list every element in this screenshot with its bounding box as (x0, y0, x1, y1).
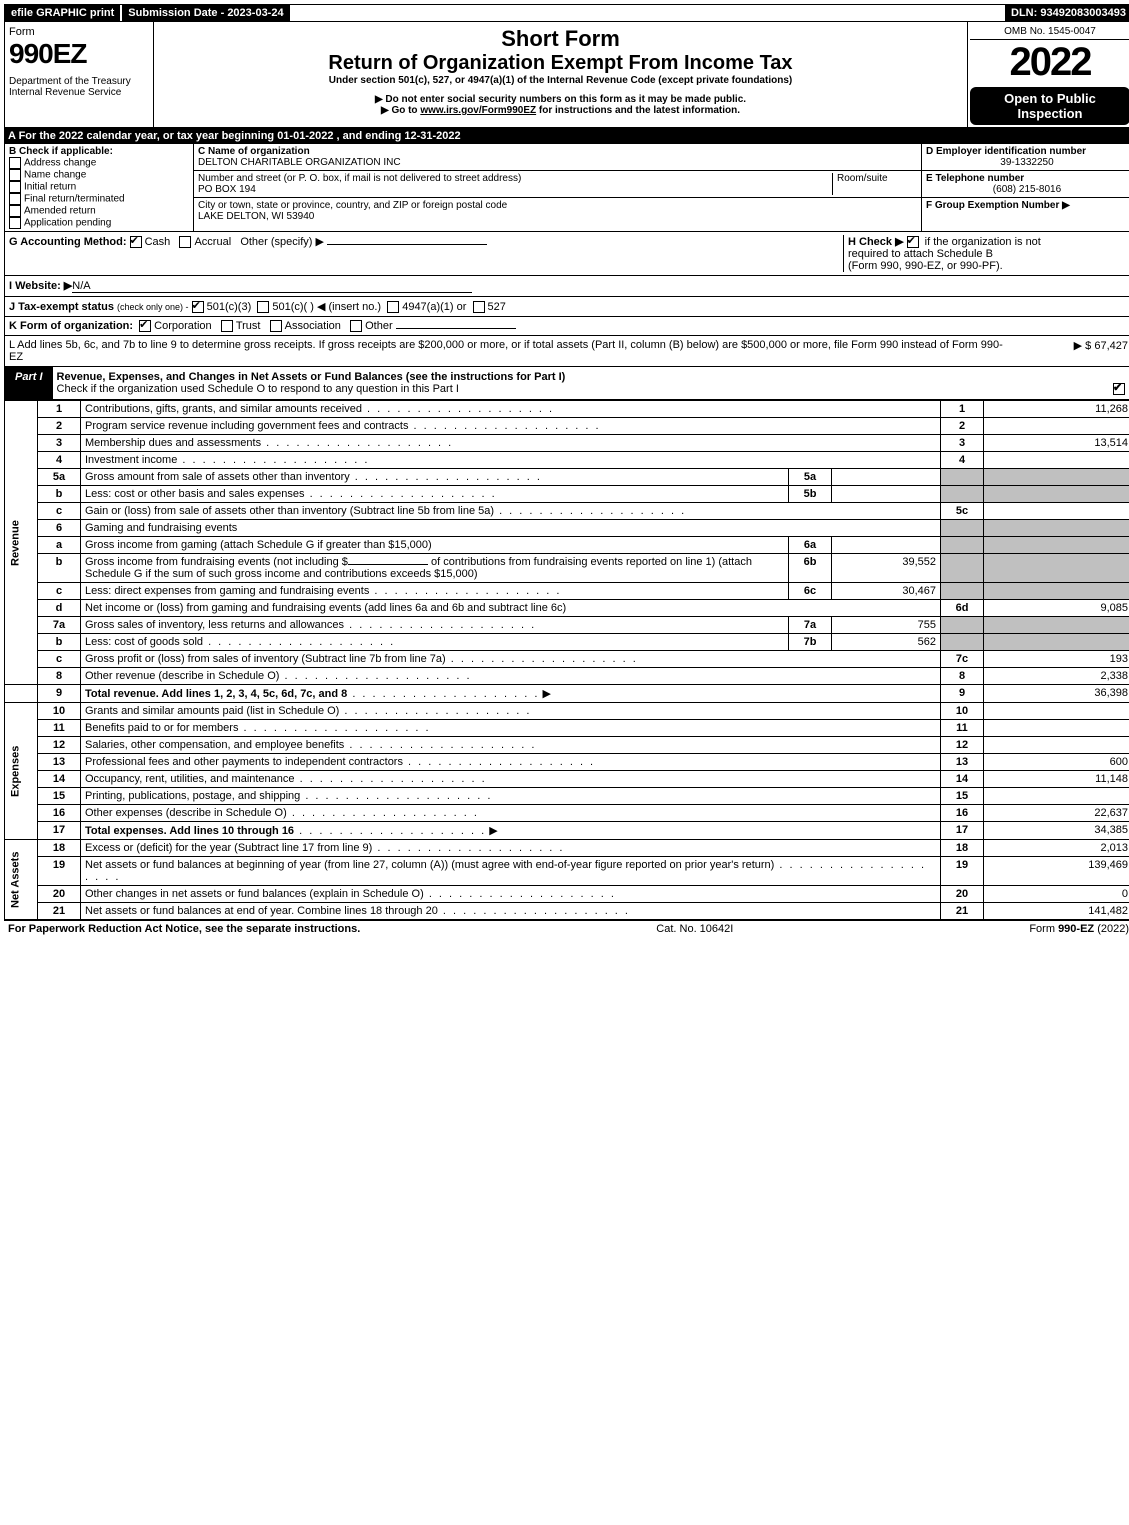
line20-value: 0 (984, 886, 1129, 903)
page-footer: For Paperwork Reduction Act Notice, see … (4, 920, 1129, 937)
col-c: C Name of organization DELTON CHARITABLE… (194, 144, 922, 231)
part-i-header: Part I Revenue, Expenses, and Changes in… (4, 367, 1129, 400)
line17-value: 34,385 (984, 822, 1129, 840)
form-number: 990EZ (9, 38, 149, 70)
cb-final (9, 193, 21, 205)
line7a-value: 755 (832, 617, 941, 634)
cb-527 (473, 301, 485, 313)
part-i-table: Revenue 1 Contributions, gifts, grants, … (4, 400, 1129, 920)
col-def: D Employer identification number 39-1332… (922, 144, 1129, 231)
line9-value: 36,398 (984, 685, 1129, 703)
submission-date: Submission Date - 2023-03-24 (120, 5, 289, 21)
row-i: I Website: ▶N/A (4, 276, 1129, 297)
expenses-vert: Expenses (5, 703, 38, 840)
line16-value: 22,637 (984, 805, 1129, 822)
cb-address (9, 157, 21, 169)
cb-501c3 (192, 301, 204, 313)
revenue-vert: Revenue (5, 401, 38, 685)
org-name: DELTON CHARITABLE ORGANIZATION INC (198, 157, 401, 168)
efile-label: efile GRAPHIC print (5, 5, 120, 21)
line3-value: 13,514 (984, 435, 1129, 452)
cb-amended (9, 205, 21, 217)
org-street: PO BOX 194 (198, 184, 256, 195)
cb-corp (139, 320, 151, 332)
irs-label: Internal Revenue Service (9, 87, 149, 98)
cb-501c (257, 301, 269, 313)
org-city: LAKE DELTON, WI 53940 (198, 211, 314, 222)
tax-year: 2022 (970, 40, 1129, 85)
line6c-value: 30,467 (832, 583, 941, 600)
line6d-value: 9,085 (984, 600, 1129, 617)
netassets-vert: Net Assets (5, 840, 38, 920)
line6b-value: 39,552 (832, 554, 941, 583)
line21-value: 141,482 (984, 903, 1129, 920)
line8-value: 2,338 (984, 668, 1129, 685)
open-inspection: Open to Public Inspection (970, 87, 1129, 125)
cb-scheduleB (907, 236, 919, 248)
form-header: Form 990EZ Department of the Treasury In… (4, 22, 1129, 128)
gross-receipts: ▶ $ 67,427 (1008, 339, 1128, 363)
line19-value: 139,469 (984, 857, 1129, 886)
top-bar: efile GRAPHIC print Submission Date - 20… (4, 4, 1129, 22)
dln-label: DLN: 93492083003493 (1005, 5, 1129, 21)
cb-other (350, 320, 362, 332)
irs-link[interactable]: www.irs.gov/Form990EZ (420, 105, 536, 116)
row-k: K Form of organization: Corporation Trus… (4, 317, 1129, 336)
line1-value: 11,268 (984, 401, 1129, 418)
col-b: B Check if applicable: Address change Na… (5, 144, 194, 231)
row-l: L Add lines 5b, 6c, and 7b to line 9 to … (4, 336, 1129, 367)
section-a-bar: A For the 2022 calendar year, or tax yea… (4, 128, 1129, 144)
line18-value: 2,013 (984, 840, 1129, 857)
line13-value: 600 (984, 754, 1129, 771)
row-j: J Tax-exempt status (check only one) - 5… (4, 297, 1129, 317)
line14-value: 11,148 (984, 771, 1129, 788)
cb-scheduleO (1113, 383, 1125, 395)
omb-number: OMB No. 1545-0047 (970, 24, 1129, 40)
return-title: Return of Organization Exempt From Incom… (158, 52, 963, 75)
bullet-ssn: ▶ Do not enter social security numbers o… (158, 94, 963, 105)
dept-treasury: Department of the Treasury (9, 76, 149, 87)
row-gh: G Accounting Method: Cash Accrual Other … (4, 232, 1129, 276)
line7b-value: 562 (832, 634, 941, 651)
cb-trust (221, 320, 233, 332)
cb-accrual (179, 236, 191, 248)
cb-assoc (270, 320, 282, 332)
short-form-title: Short Form (158, 26, 963, 52)
section-text: Under section 501(c), 527, or 4947(a)(1)… (158, 75, 963, 86)
cb-pending (9, 217, 21, 229)
cb-4947 (387, 301, 399, 313)
website-value: N/A (72, 280, 90, 292)
row-bcdef: B Check if applicable: Address change Na… (4, 144, 1129, 232)
cb-initial (9, 181, 21, 193)
cb-cash (130, 236, 142, 248)
phone-value: (608) 215-8016 (926, 184, 1128, 195)
line7c-value: 193 (984, 651, 1129, 668)
form-label: Form (9, 26, 149, 38)
ein-value: 39-1332250 (926, 157, 1128, 168)
bullet-link-row: ▶ Go to www.irs.gov/Form990EZ for instru… (158, 105, 963, 116)
cb-name (9, 169, 21, 181)
